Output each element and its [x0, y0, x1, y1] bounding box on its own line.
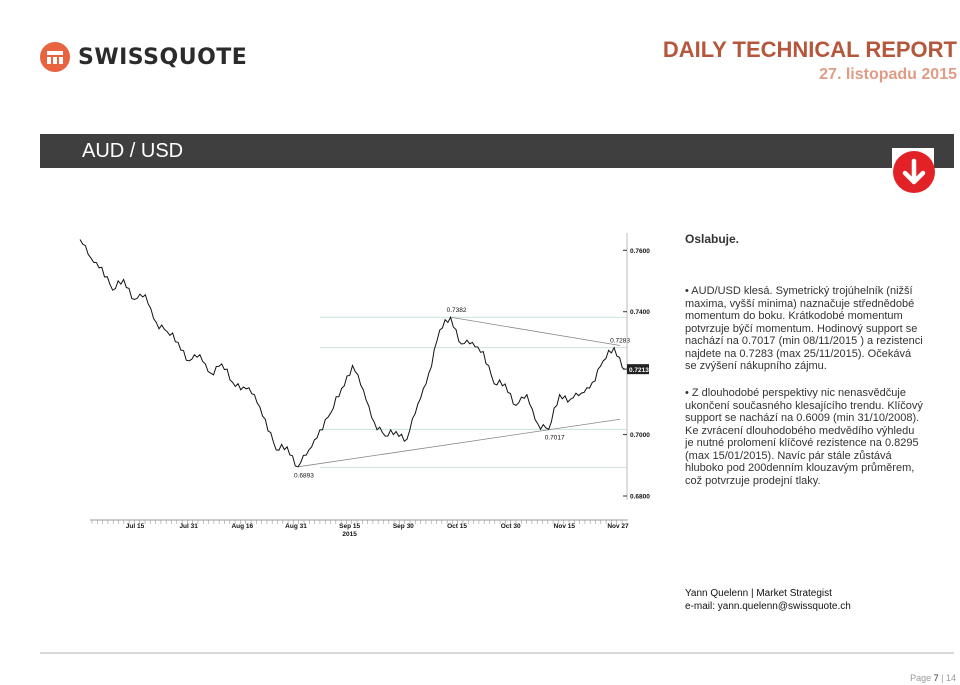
author-email: e-mail: yann.quelenn@swissquote.ch: [685, 601, 851, 612]
x-tick-label: Nov 15: [554, 523, 576, 530]
analysis-bullet-long-term: • Z dlouhodobé perspektivy nic nenasvědč…: [685, 387, 925, 487]
price-annotation: 0.6893: [294, 472, 314, 479]
pair-title: AUD / USD: [82, 140, 184, 162]
x-tick-label: Aug 31: [285, 523, 307, 530]
x-tick-label: Jul 15: [126, 523, 145, 530]
resistance-trendline: [450, 316, 621, 346]
analysis-headline: Oslabuje.: [685, 232, 740, 246]
price-line: [79, 239, 626, 468]
analysis-bullet-text: • AUD/USD klesá. Symetrický trojúhelník …: [685, 285, 923, 372]
page-number: Page 7 | 14: [910, 673, 956, 683]
x-tick-label: Jul 31: [179, 523, 198, 530]
brand-name: SWISSQUOTE: [78, 44, 248, 70]
analysis-bullet-text: • Z dlouhodobé perspektivy nic nenasvědč…: [685, 387, 923, 487]
price-annotation: 0.7283: [610, 338, 630, 345]
author-block: Yann Quelenn | Market Strategist e-mail:…: [685, 587, 851, 613]
x-tick-label: Sep 30: [393, 523, 414, 530]
x-tick-label: Sep 15: [339, 523, 360, 530]
page-current: 7: [933, 673, 939, 683]
y-tick-label: 0.7213: [629, 367, 649, 374]
price-annotation: 0.7017: [545, 434, 565, 441]
support-trendline: [297, 418, 621, 468]
report-date: 27. listopadu 2015: [819, 66, 957, 83]
x-tick-label: Nov 27: [607, 523, 629, 530]
page-total: 14: [945, 673, 956, 683]
y-tick-label: 0.7400: [630, 309, 650, 316]
y-tick-label: 0.7000: [630, 432, 650, 439]
price-chart: 0.7382 0.7283 0.7017 0.6893 0.7600 0.7400 0.7…: [79, 233, 650, 538]
x-tick-label: Aug 16: [231, 523, 253, 530]
x-tick-label: Oct 15: [447, 523, 467, 530]
swissquote-logo: SWISSQUOTE: [40, 40, 247, 74]
x-tick-label: Oct 30: [501, 523, 521, 530]
x-tick-label: 2015: [342, 531, 357, 538]
pair-banner: AUD / USD: [40, 134, 954, 182]
author-name: Yann Quelenn | Market Strategist: [685, 588, 832, 599]
footer-divider: [40, 652, 954, 654]
y-tick-label: 0.6800: [630, 494, 650, 501]
price-annotation: 0.7382: [447, 307, 467, 314]
analysis-bullet-short-term: • AUD/USD klesá. Symetrický trojúhelník …: [685, 285, 925, 373]
arrow-down-icon: [893, 151, 935, 193]
y-tick-label: 0.7600: [630, 248, 650, 255]
swissquote-logo-icon: [40, 42, 70, 72]
current-price-badge: [627, 364, 649, 375]
page-label: Page: [910, 673, 932, 683]
report-title: DAILY TECHNICAL REPORT: [662, 37, 957, 62]
